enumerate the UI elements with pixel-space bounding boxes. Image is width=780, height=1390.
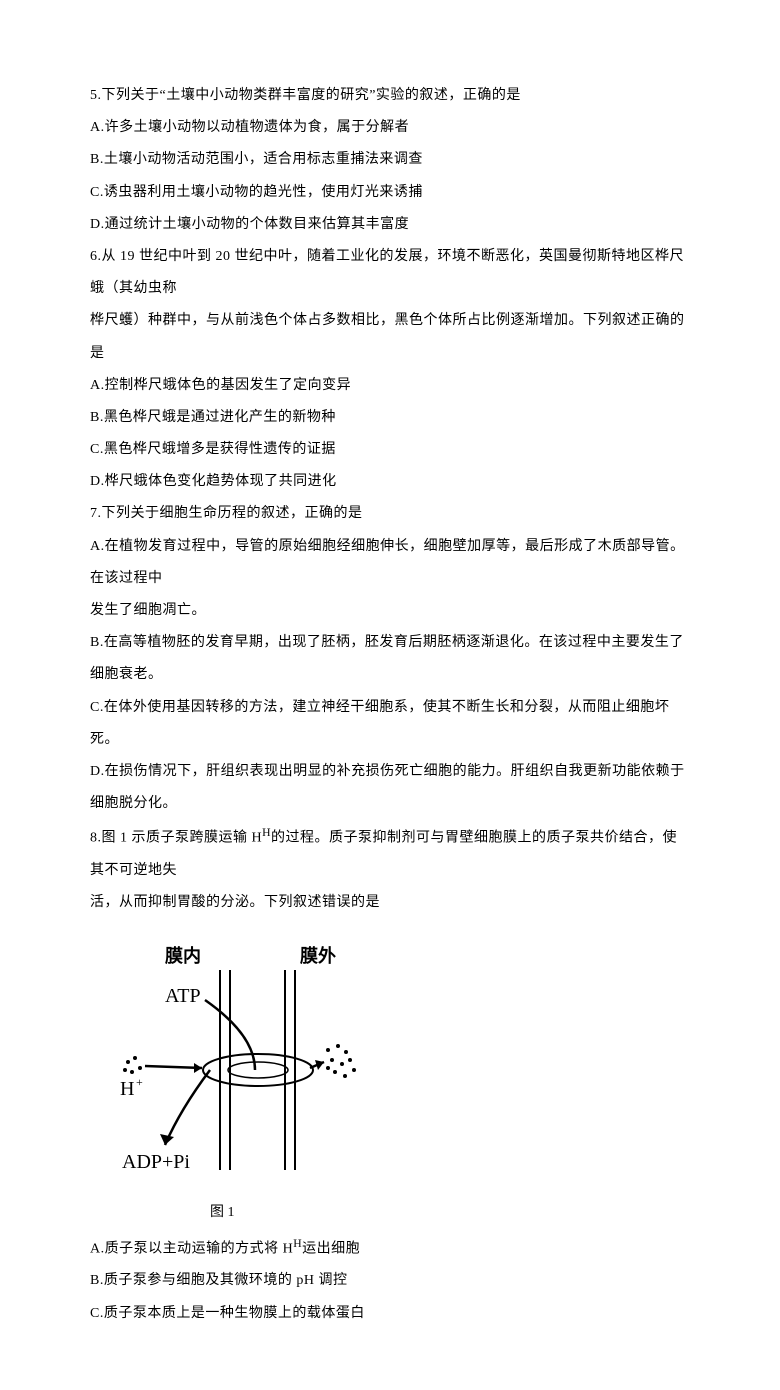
q7-option-a-line1: A.在植物发育过程中，导管的原始细胞经细胞伸长，细胞壁加厚等，最后形成了木质部导… bbox=[90, 531, 690, 595]
q6-option-a: A.控制桦尺蛾体色的基因发生了定向变异 bbox=[90, 370, 690, 402]
q7-stem: 7.下列关于细胞生命历程的叙述，正确的是 bbox=[90, 498, 690, 530]
q6-option-c: C.黑色桦尺蛾增多是获得性遗传的证据 bbox=[90, 434, 690, 466]
q8-stem-1a: 8.图 1 示质子泵跨膜运输 H bbox=[90, 831, 262, 846]
q8-stem-line2: 活，从而抑制胃酸的分泌。下列叙述错误的是 bbox=[90, 887, 690, 919]
svg-text:ADP+Pi: ADP+Pi bbox=[122, 1151, 190, 1173]
q6-stem-line1: 6.从 19 世纪中叶到 20 世纪中叶，随着工业化的发展，环境不断恶化，英国曼… bbox=[90, 241, 690, 305]
q5-option-d: D.通过统计土壤小动物的个体数目来估算其丰富度 bbox=[90, 209, 690, 241]
q7-option-c: C.在体外使用基因转移的方法，建立神经干细胞系，使其不断生长和分裂，从而阻止细胞… bbox=[90, 692, 690, 756]
exam-page: 5.下列关于“土壤中小动物类群丰富度的研究”实验的叙述，正确的是 A.许多土壤小… bbox=[0, 0, 780, 1390]
svg-text:H: H bbox=[120, 1078, 134, 1100]
q5-option-b: B.土壤小动物活动范围小，适合用标志重捕法来调查 bbox=[90, 144, 690, 176]
svg-text:+: + bbox=[136, 1075, 143, 1089]
proton-pump-diagram: 膜内 膜外 ATP H+ ADP+Pi bbox=[110, 940, 370, 1190]
q8-option-b: B.质子泵参与细胞及其微环境的 pH 调控 bbox=[90, 1265, 690, 1297]
svg-text:膜内: 膜内 bbox=[164, 945, 201, 966]
figure-1: 膜内 膜外 ATP H+ ADP+Pi 图 1 bbox=[110, 940, 690, 1221]
q8-stem-line1: 8.图 1 示质子泵跨膜运输 HH的过程。质子泵抑制剂可与胃壁细胞膜上的质子泵共… bbox=[90, 820, 690, 887]
q8-option-c: C.质子泵本质上是一种生物膜上的载体蛋白 bbox=[90, 1298, 690, 1330]
q8-a-text-b: 运出细胞 bbox=[302, 1241, 360, 1256]
q6-option-b: B.黑色桦尺蛾是通过进化产生的新物种 bbox=[90, 402, 690, 434]
svg-text:ATP: ATP bbox=[165, 985, 201, 1007]
q6-stem-line2: 桦尺蠖）种群中，与从前浅色个体占多数相比，黑色个体所占比例逐渐增加。下列叙述正确… bbox=[90, 305, 690, 369]
q5-option-a: A.许多土壤小动物以动植物遗体为食，属于分解者 bbox=[90, 112, 690, 144]
svg-text:膜外: 膜外 bbox=[299, 945, 336, 966]
q5-stem: 5.下列关于“土壤中小动物类群丰富度的研究”实验的叙述，正确的是 bbox=[90, 80, 690, 112]
q7-option-d: D.在损伤情况下，肝组织表现出明显的补充损伤死亡细胞的能力。肝组织自我更新功能依… bbox=[90, 756, 690, 820]
q5-option-c: C.诱虫器利用土壤小动物的趋光性，使用灯光来诱捕 bbox=[90, 177, 690, 209]
q8-stem-sup: H bbox=[262, 826, 271, 839]
q7-option-a-line2: 发生了细胞凋亡。 bbox=[90, 595, 690, 627]
q6-option-d: D.桦尺蛾体色变化趋势体现了共同进化 bbox=[90, 466, 690, 498]
q7-option-b: B.在高等植物胚的发育早期，出现了胚柄，胚发育后期胚柄逐渐退化。在该过程中主要发… bbox=[90, 627, 690, 691]
q8-option-a: A.质子泵以主动运输的方式将 HH运出细胞 bbox=[90, 1231, 690, 1266]
q8-a-text-a: A.质子泵以主动运输的方式将 H bbox=[90, 1241, 293, 1256]
figure-caption: 图 1 bbox=[210, 1201, 690, 1221]
q8-a-sup: H bbox=[293, 1237, 302, 1250]
